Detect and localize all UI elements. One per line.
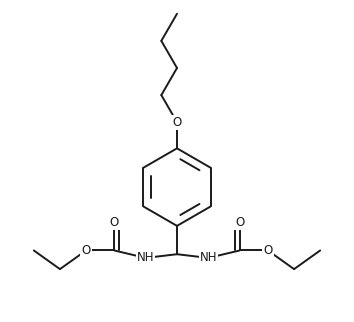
Text: O: O bbox=[235, 216, 244, 229]
Text: O: O bbox=[110, 216, 119, 229]
Text: NH: NH bbox=[200, 251, 217, 264]
Text: O: O bbox=[172, 116, 182, 129]
Text: O: O bbox=[263, 244, 273, 257]
Text: O: O bbox=[81, 244, 91, 257]
Text: NH: NH bbox=[137, 251, 154, 264]
